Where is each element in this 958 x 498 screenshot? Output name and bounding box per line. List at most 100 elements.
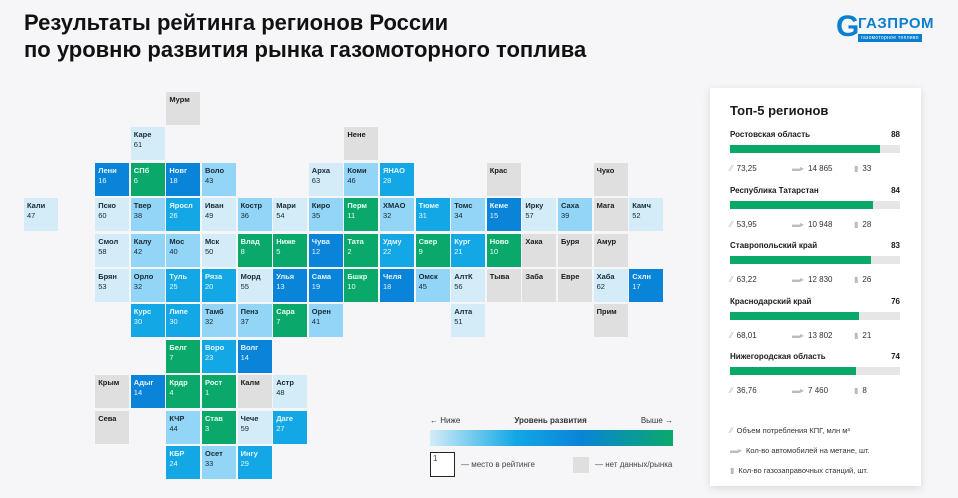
region-rank: 52 xyxy=(632,211,641,221)
region-rank: 57 xyxy=(525,211,534,221)
region-tile[interactable]: Кеме 15 xyxy=(486,198,521,232)
region-tile[interactable]: Челя 18 xyxy=(380,269,414,302)
region-tile[interactable]: Морд 55 xyxy=(237,269,272,302)
region-tile[interactable]: Лени 16 xyxy=(95,162,130,196)
region-tile[interactable]: Тыва xyxy=(486,269,521,302)
region-tile[interactable]: Воло 43 xyxy=(202,162,236,196)
region-tile[interactable]: Влад 8 xyxy=(237,233,272,267)
region-abbr: Удму xyxy=(383,236,402,246)
region-abbr: Яросл xyxy=(169,201,193,211)
region-tile[interactable]: Камч 52 xyxy=(629,198,664,232)
region-tile[interactable]: Иван 49 xyxy=(202,198,236,232)
region-tile[interactable]: Брян 53 xyxy=(95,269,130,302)
region-tile[interactable]: СПб 6 xyxy=(130,162,165,196)
region-abbr: Мага xyxy=(596,201,615,211)
region-tile[interactable]: Ново 10 xyxy=(486,233,521,267)
region-tile[interactable]: Став 3 xyxy=(202,410,236,444)
region-tile[interactable]: Томс 34 xyxy=(451,198,486,232)
region-rank: 10 xyxy=(347,282,356,291)
region-tile[interactable]: Омск 45 xyxy=(415,269,450,302)
region-tile[interactable]: ЯНАО 28 xyxy=(380,162,414,196)
region-tile[interactable]: Сама 19 xyxy=(308,269,343,302)
region-tile[interactable]: Свер 9 xyxy=(415,233,450,267)
region-abbr: Камч xyxy=(632,201,651,211)
region-tile[interactable]: Калм xyxy=(237,375,272,409)
region-tile[interactable]: Арха 63 xyxy=(308,162,343,196)
region-tile[interactable]: КБР 24 xyxy=(166,446,201,479)
region-tile[interactable]: Киро 35 xyxy=(308,198,343,232)
region-tile[interactable]: Воро 23 xyxy=(202,339,236,373)
region-tile[interactable]: Курс 30 xyxy=(130,304,165,338)
region-tile[interactable]: Саха 39 xyxy=(558,198,592,232)
region-tile[interactable]: Тамб 32 xyxy=(202,304,236,338)
region-tile[interactable]: Чуко xyxy=(593,162,628,196)
region-tile[interactable]: Даге 27 xyxy=(273,410,308,444)
region-tile[interactable]: Орен 41 xyxy=(308,304,343,338)
region-tile[interactable]: Астр 48 xyxy=(273,375,308,409)
region-tile[interactable]: Костр 36 xyxy=(237,198,272,232)
gas-flow-icon: ⁄⁄ xyxy=(730,330,733,340)
region-tile[interactable]: Мари 54 xyxy=(273,198,308,232)
region-tile[interactable]: Хаба 62 xyxy=(593,269,628,302)
region-abbr: Воло xyxy=(205,165,225,175)
region-tile[interactable]: Смол 58 xyxy=(95,233,130,267)
region-tile[interactable]: Хака xyxy=(522,233,557,267)
region-tile[interactable]: Яросл 26 xyxy=(166,198,201,232)
region-tile[interactable]: КЧР 44 xyxy=(166,410,201,444)
region-tile[interactable]: Рост 1 xyxy=(202,375,236,409)
region-tile[interactable]: Пско 60 xyxy=(95,198,130,232)
region-tile[interactable]: Бшкр 10 xyxy=(344,269,379,302)
region-rank: 36 xyxy=(240,211,249,221)
region-tile[interactable]: Мск 50 xyxy=(202,233,236,267)
region-tile[interactable]: Тата 2 xyxy=(344,233,379,267)
region-tile[interactable]: Орло 32 xyxy=(130,269,165,302)
region-tile[interactable]: Крым xyxy=(95,375,130,409)
region-tile[interactable]: Коми 46 xyxy=(344,162,379,196)
region-tile[interactable]: Тюме 31 xyxy=(415,198,450,232)
region-rank: 40 xyxy=(169,246,178,256)
region-tile[interactable]: Крдр 4 xyxy=(166,375,201,409)
region-tile[interactable]: Крас xyxy=(486,162,521,196)
region-tile[interactable]: Белг 7 xyxy=(166,339,201,373)
region-tile[interactable]: Адыг 14 xyxy=(130,375,165,409)
region-tile[interactable]: Рязa 20 xyxy=(202,269,236,302)
region-tile[interactable]: Ингу 29 xyxy=(237,446,272,479)
region-rank: 53 xyxy=(98,282,107,291)
region-tile[interactable]: Чече 59 xyxy=(237,410,272,444)
region-tile[interactable]: Новг 18 xyxy=(166,162,201,196)
region-tile[interactable]: Пенз 37 xyxy=(237,304,272,338)
region-tile[interactable]: ХМАО 32 xyxy=(380,198,414,232)
region-tile[interactable]: Волг 14 xyxy=(237,339,272,373)
region-tile[interactable]: Сева xyxy=(95,410,130,444)
region-tile[interactable]: Каре 61 xyxy=(130,127,165,161)
region-tile[interactable]: Ниже 5 xyxy=(273,233,308,267)
region-tile[interactable]: Мага xyxy=(593,198,628,232)
region-tile[interactable]: Ирку 57 xyxy=(522,198,557,232)
region-tile[interactable]: АлтК 56 xyxy=(451,269,486,302)
region-tile[interactable]: Сара 7 xyxy=(273,304,308,338)
region-tile[interactable]: Заба xyxy=(522,269,557,302)
region-tile[interactable]: Мос 40 xyxy=(166,233,201,267)
region-tile[interactable]: Калу 42 xyxy=(130,233,165,267)
region-tile[interactable]: Мурм xyxy=(166,92,201,125)
region-rank: 45 xyxy=(418,282,427,291)
region-tile[interactable]: Твер 38 xyxy=(130,198,165,232)
region-tile[interactable]: Улья 13 xyxy=(273,269,308,302)
region-tile[interactable]: Евре xyxy=(558,269,592,302)
region-abbr: Саха xyxy=(561,201,580,211)
region-tile[interactable]: Буря xyxy=(558,233,592,267)
region-tile[interactable]: Туль 25 xyxy=(166,269,201,302)
region-tile[interactable]: Осет 33 xyxy=(202,446,236,479)
region-tile[interactable]: Перм 11 xyxy=(344,198,379,232)
region-tile[interactable]: Амур xyxy=(593,233,628,267)
region-tile[interactable]: Кург 21 xyxy=(451,233,486,267)
region-tile[interactable]: Чува 12 xyxy=(308,233,343,267)
region-tile[interactable]: Схлн 17 xyxy=(629,269,664,302)
region-abbr: Брян xyxy=(98,272,117,281)
region-tile[interactable]: Липе 30 xyxy=(166,304,201,338)
region-tile[interactable]: Удму 22 xyxy=(380,233,414,267)
region-tile[interactable]: Кали 47 xyxy=(24,198,58,232)
region-tile[interactable]: Прим xyxy=(593,304,628,338)
region-tile[interactable]: Алта 51 xyxy=(451,304,486,338)
region-tile[interactable]: Нене xyxy=(344,127,379,161)
